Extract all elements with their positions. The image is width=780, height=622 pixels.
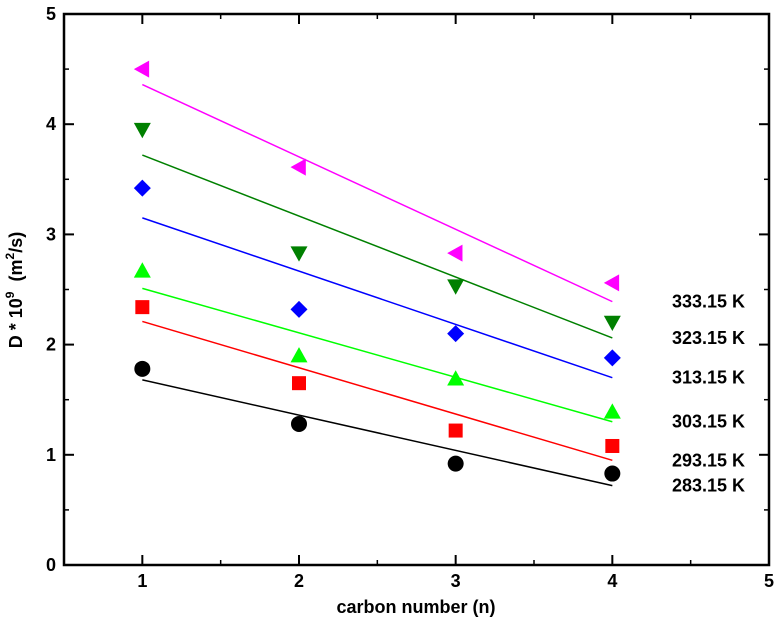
- y-axis-label-unit: (m: [6, 259, 26, 291]
- data-point-triangle-up: [603, 403, 621, 419]
- series-label: 333.15 K: [672, 292, 745, 312]
- data-point-square: [605, 438, 620, 453]
- data-point-triangle-down: [133, 122, 151, 139]
- fit-line: [142, 320, 613, 462]
- y-tick-label: 1: [46, 445, 56, 465]
- data-point-diamond: [290, 300, 308, 318]
- fit-line: [142, 83, 613, 303]
- y-axis-label-unit-end: /s): [6, 232, 26, 253]
- y-tick-label: 2: [46, 335, 56, 355]
- data-point-triangle-down: [603, 315, 621, 332]
- data-points: [133, 60, 621, 482]
- x-tick-label: 4: [607, 571, 617, 591]
- y-tick-label: 4: [46, 114, 56, 134]
- axis-ticks: 1 2 3 4 5 0 1 2 3 4 5: [46, 4, 774, 591]
- series-label: 293.15 K: [672, 450, 745, 470]
- data-point-square: [448, 423, 463, 438]
- fit-line: [142, 379, 613, 487]
- fit-line: [142, 217, 613, 379]
- series-labels: 283.15 K 293.15 K 303.15 K 313.15 K 323.15 K…: [672, 292, 745, 496]
- data-point-square: [292, 376, 306, 391]
- x-tick-label: 3: [451, 571, 461, 591]
- data-point-circle: [447, 455, 464, 472]
- data-point-diamond: [447, 325, 465, 343]
- x-tick-label: 5: [764, 571, 774, 591]
- data-point-triangle-down: [447, 279, 465, 295]
- fit-lines: [142, 83, 613, 487]
- data-point-triangle-left: [290, 158, 306, 176]
- series-label: 313.15 K: [672, 368, 745, 388]
- series-label: 323.15 K: [672, 328, 745, 348]
- data-point-diamond: [603, 349, 621, 367]
- y-tick-label: 5: [46, 4, 56, 24]
- x-axis-label: carbon number (n): [336, 597, 495, 617]
- data-point-triangle-left: [133, 60, 150, 78]
- y-axis-label-unit-exp: 2: [3, 252, 17, 259]
- series-label: 303.15 K: [672, 412, 745, 432]
- data-point-triangle-up: [133, 262, 151, 278]
- y-axis-label-exp: 9: [3, 291, 17, 298]
- x-tick-label: 1: [137, 571, 147, 591]
- y-axis-label: D * 109 (m2/s): [3, 232, 26, 348]
- fit-line: [142, 287, 613, 423]
- data-point-triangle-left: [603, 274, 620, 292]
- y-tick-label: 3: [46, 224, 56, 244]
- data-point-triangle-up: [290, 347, 308, 363]
- x-tick-label: 2: [294, 571, 304, 591]
- data-point-square: [135, 300, 150, 315]
- data-point-triangle-left: [447, 244, 463, 262]
- data-point-triangle-down: [290, 246, 308, 262]
- y-tick-label: 0: [46, 555, 56, 575]
- y-axis-label-base: D * 10: [6, 298, 26, 348]
- series-label: 283.15 K: [672, 476, 745, 496]
- data-point-diamond: [133, 179, 151, 197]
- data-point-circle: [604, 465, 621, 482]
- fit-line: [142, 154, 613, 339]
- data-point-circle: [291, 415, 307, 432]
- data-point-triangle-up: [447, 370, 465, 386]
- data-point-circle: [134, 360, 151, 377]
